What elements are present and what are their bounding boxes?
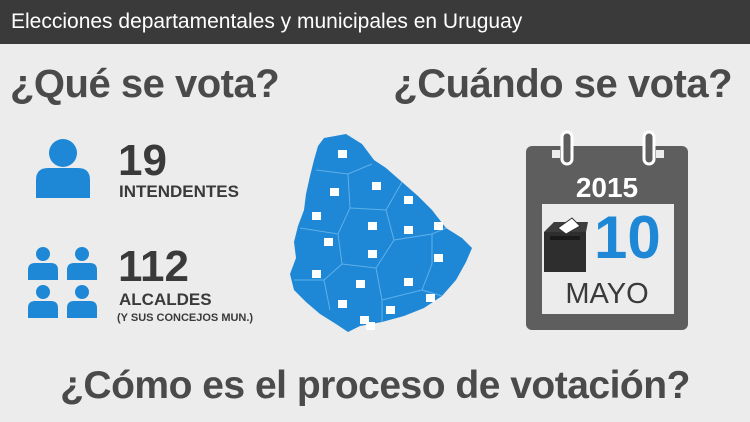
alcaldes-note: (Y SUS CONCEJOS MUN.) [117, 312, 253, 324]
when-heading: ¿Cuándo se vota? [393, 62, 732, 107]
uruguay-map [286, 130, 476, 340]
person-icon [34, 138, 92, 198]
calendar-year: 2015 [526, 172, 688, 204]
ballot-box-icon [540, 216, 590, 272]
process-heading: ¿Cómo es el proceso de votación? [0, 364, 750, 408]
calendar-day: 10 [594, 208, 661, 268]
alcaldes-number: 112 [118, 242, 189, 292]
what-heading: ¿Qué se vota? [10, 62, 279, 107]
group-icon [26, 246, 100, 320]
intendentes-label: INTENDENTES [119, 182, 239, 202]
header-title: Elecciones departamentales y municipales… [0, 0, 750, 44]
intendentes-number: 19 [118, 136, 167, 186]
calendar-month: MAYO [541, 278, 673, 311]
alcaldes-label: ALCALDES [119, 290, 212, 310]
